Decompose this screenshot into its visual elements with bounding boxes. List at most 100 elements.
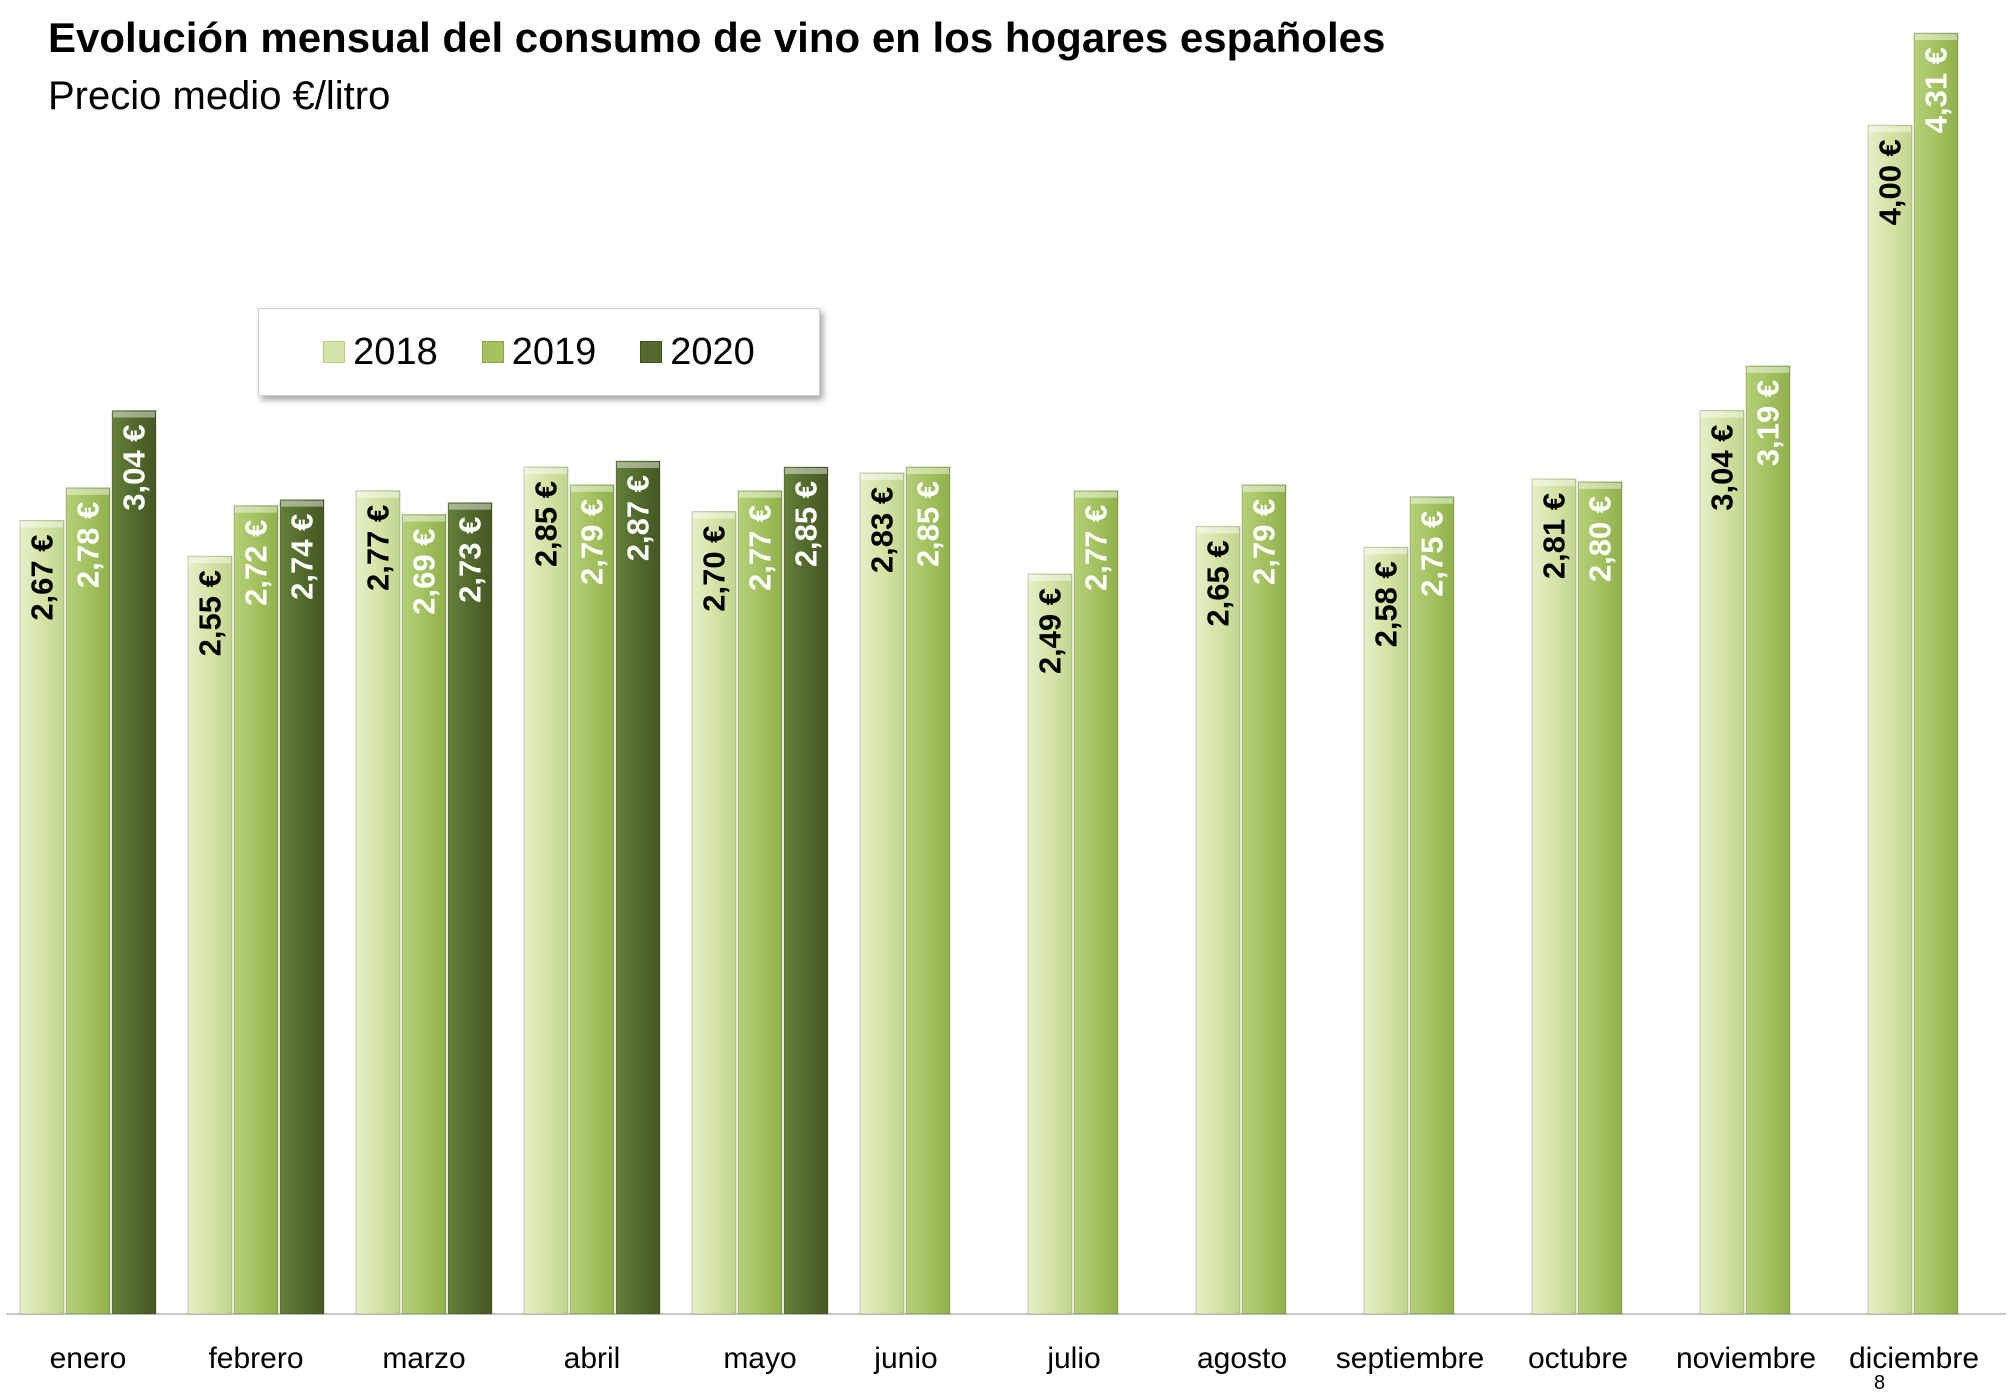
value-label-julio-2019: 2,77 € — [1079, 505, 1114, 591]
bar-mayo-2019 — [737, 490, 783, 1315]
bar-top-highlight — [1075, 491, 1117, 498]
legend-label-2019: 2019 — [511, 330, 597, 373]
value-label-agosto-2019: 2,79 € — [1247, 499, 1282, 585]
value-label-enero-2020: 3,04 € — [117, 425, 152, 511]
category-label-mayo: mayo — [723, 1342, 796, 1375]
value-label-septiembre-2019: 2,75 € — [1415, 511, 1450, 597]
value-label-diciembre-2018: 4,00 € — [1873, 139, 1908, 225]
value-label-febrero-2019: 2,72 € — [239, 520, 274, 606]
bar-febrero-2018 — [187, 555, 233, 1315]
value-label-diciembre-2019: 4,31 € — [1919, 47, 1954, 133]
bar-top-highlight — [861, 473, 903, 480]
bar-marzo-2020 — [447, 502, 493, 1315]
legend-label-2018: 2018 — [353, 330, 438, 373]
bar-top-highlight — [739, 491, 781, 498]
value-label-marzo-2019: 2,69 € — [407, 529, 442, 615]
chart-legend: 2018 2019 2020 — [258, 308, 820, 396]
bar-febrero-2020 — [279, 499, 325, 1315]
bar-top-highlight — [1915, 34, 1957, 41]
bar-top-highlight — [403, 515, 445, 522]
bar-top-highlight — [1701, 411, 1743, 418]
value-label-marzo-2018: 2,77 € — [361, 505, 396, 591]
bar-junio-2019 — [905, 466, 951, 1315]
legend-label-2020: 2020 — [670, 330, 755, 373]
value-label-abril-2020: 2,87 € — [621, 475, 656, 561]
bar-top-highlight — [113, 411, 155, 418]
category-label-junio: junio — [873, 1342, 937, 1375]
value-label-junio-2019: 2,85 € — [911, 481, 946, 567]
bar-top-highlight — [1029, 574, 1071, 581]
value-label-julio-2018: 2,49 € — [1033, 588, 1068, 674]
category-label-noviembre: noviembre — [1676, 1342, 1816, 1375]
bar-top-highlight — [189, 557, 231, 564]
category-label-abril: abril — [564, 1342, 621, 1375]
bar-top-highlight — [571, 485, 613, 492]
bar-top-highlight — [281, 500, 323, 507]
bar-junio-2018 — [859, 472, 905, 1315]
value-label-enero-2018: 2,67 € — [25, 534, 60, 620]
bar-top-highlight — [693, 512, 735, 519]
bar-marzo-2018 — [355, 490, 401, 1315]
category-label-septiembre: septiembre — [1336, 1342, 1484, 1375]
bar-top-highlight — [1243, 485, 1285, 492]
bar-top-highlight — [617, 462, 659, 469]
bar-julio-2019 — [1073, 490, 1119, 1315]
bar-enero-2018 — [19, 519, 65, 1315]
legend-swatch-2020 — [640, 341, 663, 363]
bar-julio-2018 — [1027, 573, 1073, 1315]
category-label-marzo: marzo — [382, 1342, 465, 1375]
bar-enero-2019 — [65, 487, 111, 1315]
value-label-abril-2018: 2,85 € — [529, 481, 564, 567]
category-label-agosto: agosto — [1197, 1342, 1287, 1375]
legend-item-2018: 2018 — [323, 331, 438, 374]
value-label-octubre-2019: 2,80 € — [1583, 496, 1618, 582]
value-label-noviembre-2018: 3,04 € — [1705, 425, 1740, 511]
value-label-marzo-2020: 2,73 € — [453, 517, 488, 603]
bar-abril-2019 — [569, 484, 615, 1315]
bar-top-highlight — [1579, 482, 1621, 489]
value-label-mayo-2020: 2,85 € — [789, 481, 824, 567]
bar-top-highlight — [449, 503, 491, 510]
value-label-mayo-2019: 2,77 € — [743, 505, 778, 591]
value-label-agosto-2018: 2,65 € — [1201, 540, 1236, 626]
chart-subtitle: Precio medio €/litro — [48, 74, 391, 118]
bar-top-highlight — [1533, 479, 1575, 486]
category-label-febrero: febrero — [208, 1342, 303, 1375]
bar-top-highlight — [1869, 126, 1911, 133]
bar-top-highlight — [1197, 527, 1239, 534]
value-label-febrero-2020: 2,74 € — [285, 514, 320, 600]
bar-top-highlight — [235, 506, 277, 513]
bar-enero-2020 — [111, 410, 157, 1315]
bar-mayo-2018 — [691, 511, 737, 1315]
bar-septiembre-2019 — [1409, 496, 1455, 1315]
value-label-octubre-2018: 2,81 € — [1537, 493, 1572, 579]
bar-abril-2018 — [523, 466, 569, 1315]
bar-diciembre-2019 — [1913, 32, 1959, 1315]
legend-swatch-2018 — [323, 341, 346, 363]
bar-diciembre-2018 — [1867, 124, 1913, 1315]
value-label-septiembre-2018: 2,58 € — [1369, 561, 1404, 647]
bar-agosto-2018 — [1195, 525, 1241, 1315]
bar-marzo-2019 — [401, 514, 447, 1315]
value-label-abril-2019: 2,79 € — [575, 499, 610, 585]
category-label-octubre: octubre — [1528, 1342, 1628, 1375]
bar-octubre-2019 — [1577, 481, 1623, 1315]
bar-top-highlight — [1411, 497, 1453, 504]
bar-septiembre-2018 — [1363, 546, 1409, 1315]
bar-noviembre-2019 — [1745, 365, 1791, 1315]
bar-agosto-2019 — [1241, 484, 1287, 1315]
bar-abril-2020 — [615, 460, 661, 1315]
chart-title: Evolución mensual del consumo de vino en… — [48, 14, 1386, 61]
bar-octubre-2018 — [1531, 478, 1577, 1315]
category-label-enero: enero — [50, 1342, 127, 1375]
bar-top-highlight — [525, 467, 567, 474]
bar-top-highlight — [21, 521, 63, 528]
value-label-enero-2019: 2,78 € — [71, 502, 106, 588]
bar-noviembre-2018 — [1699, 410, 1745, 1315]
value-label-mayo-2018: 2,70 € — [697, 526, 732, 612]
bar-mayo-2020 — [783, 466, 829, 1315]
bar-top-highlight — [785, 467, 827, 474]
value-label-febrero-2018: 2,55 € — [193, 570, 228, 656]
legend-item-2020: 2020 — [640, 331, 755, 374]
